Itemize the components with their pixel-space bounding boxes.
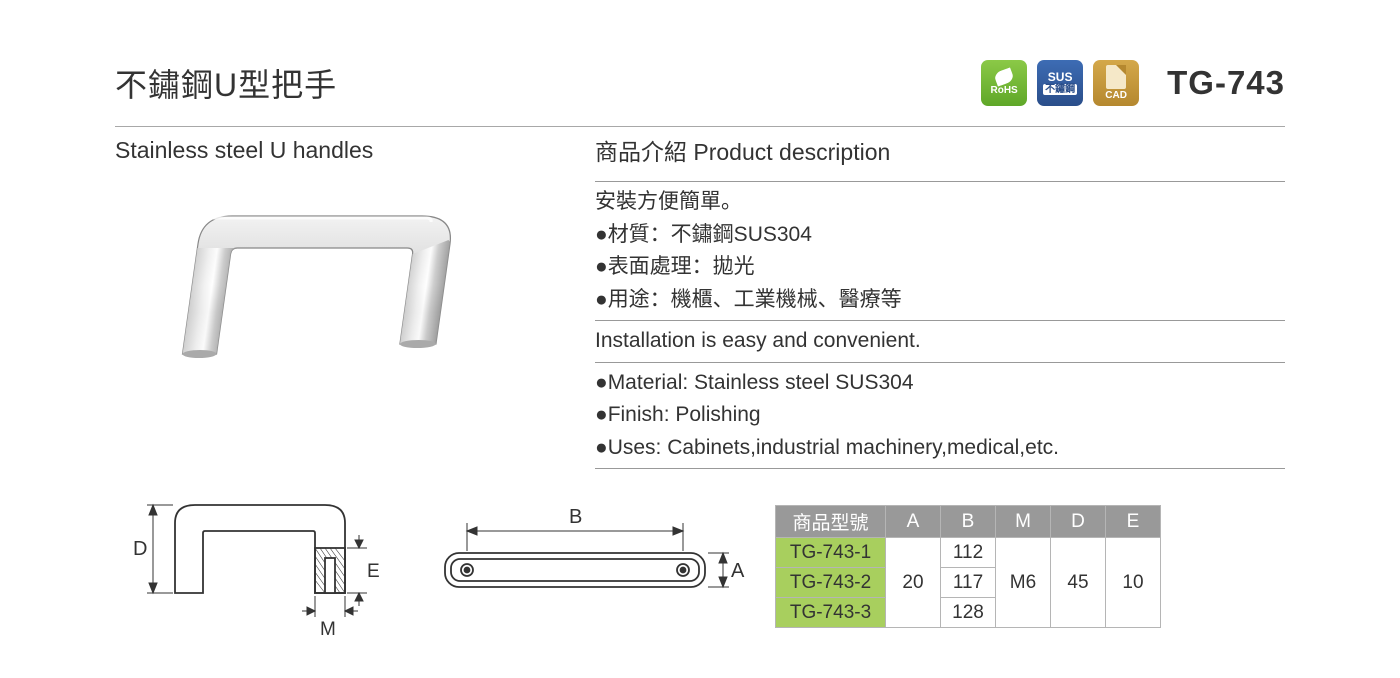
header: 不鏽鋼U型把手 RoHS SUS 不鏽鋼 CAD TG-743 xyxy=(115,60,1285,118)
dim-b-label: B xyxy=(569,506,582,528)
badges-and-code: RoHS SUS 不鏽鋼 CAD TG-743 xyxy=(981,60,1285,106)
divider xyxy=(595,362,1285,363)
intro-cn: 安裝方便簡單。 xyxy=(595,186,1285,219)
side-view-diagram: D E M xyxy=(115,493,395,658)
model-cell: TG-743-3 xyxy=(776,598,886,628)
header-m: M xyxy=(996,506,1051,538)
header-d: D xyxy=(1051,506,1106,538)
title-block: 不鏽鋼U型把手 xyxy=(115,60,337,118)
product-image xyxy=(125,194,585,399)
divider xyxy=(595,468,1285,469)
cell-e: 10 xyxy=(1106,538,1161,628)
sus-top: SUS xyxy=(1048,71,1073,84)
header-model: 商品型號 xyxy=(776,506,886,538)
title-chinese: 不鏽鋼U型把手 xyxy=(115,60,337,106)
cell-b: 112 xyxy=(941,538,996,568)
spec-en-material: Material: Stainless steel SUS304 xyxy=(595,367,1285,400)
spec-cn-finish: 表面處理：拋光 xyxy=(595,251,1285,284)
left-column: Stainless steel U handles xyxy=(115,127,585,473)
table-row: TG-743-1 20 112 M6 45 10 xyxy=(776,538,1161,568)
model-cell: TG-743-2 xyxy=(776,568,886,598)
dim-a-label: A xyxy=(731,560,745,582)
description-heading: 商品介紹 Product description xyxy=(595,127,1285,167)
cell-m: M6 xyxy=(996,538,1051,628)
cell-b: 117 xyxy=(941,568,996,598)
dim-e-label: E xyxy=(367,561,380,582)
description-column: 商品介紹 Product description 安裝方便簡單。 材質：不鏽鋼S… xyxy=(585,127,1285,473)
title-english: Stainless steel U handles xyxy=(115,137,585,164)
cad-label: CAD xyxy=(1105,90,1127,101)
dim-d-label: D xyxy=(133,538,147,560)
rohs-badge-icon: RoHS xyxy=(981,60,1027,106)
dimensions-section: D E M xyxy=(115,493,1285,658)
sus-bottom: 不鏽鋼 xyxy=(1043,84,1077,95)
product-code: TG-743 xyxy=(1167,64,1285,102)
intro-en: Installation is easy and convenient. xyxy=(595,325,1285,358)
sus-badge-icon: SUS 不鏽鋼 xyxy=(1037,60,1083,106)
divider xyxy=(595,320,1285,321)
spec-en-finish: Finish: Polishing xyxy=(595,399,1285,432)
divider xyxy=(595,181,1285,182)
cell-d: 45 xyxy=(1051,538,1106,628)
header-b: B xyxy=(941,506,996,538)
dim-m-label: M xyxy=(320,619,336,640)
main-content: Stainless steel U handles xyxy=(115,127,1285,473)
top-view-diagram: B A xyxy=(425,493,745,658)
cell-a: 20 xyxy=(886,538,941,628)
spec-cn-material: 材質：不鏽鋼SUS304 xyxy=(595,219,1285,252)
header-a: A xyxy=(886,506,941,538)
dimensions-table: 商品型號 A B M D E TG-743-1 20 112 M6 45 10 … xyxy=(775,505,1161,628)
header-e: E xyxy=(1106,506,1161,538)
cad-badge-icon: CAD xyxy=(1093,60,1139,106)
rohs-label: RoHS xyxy=(991,85,1018,96)
table-header-row: 商品型號 A B M D E xyxy=(776,506,1161,538)
cell-b: 128 xyxy=(941,598,996,628)
spec-cn-uses: 用途：機櫃、工業機械、醫療等 xyxy=(595,284,1285,317)
spec-en-uses: Uses: Cabinets,industrial machinery,medi… xyxy=(595,432,1285,465)
model-cell: TG-743-1 xyxy=(776,538,886,568)
